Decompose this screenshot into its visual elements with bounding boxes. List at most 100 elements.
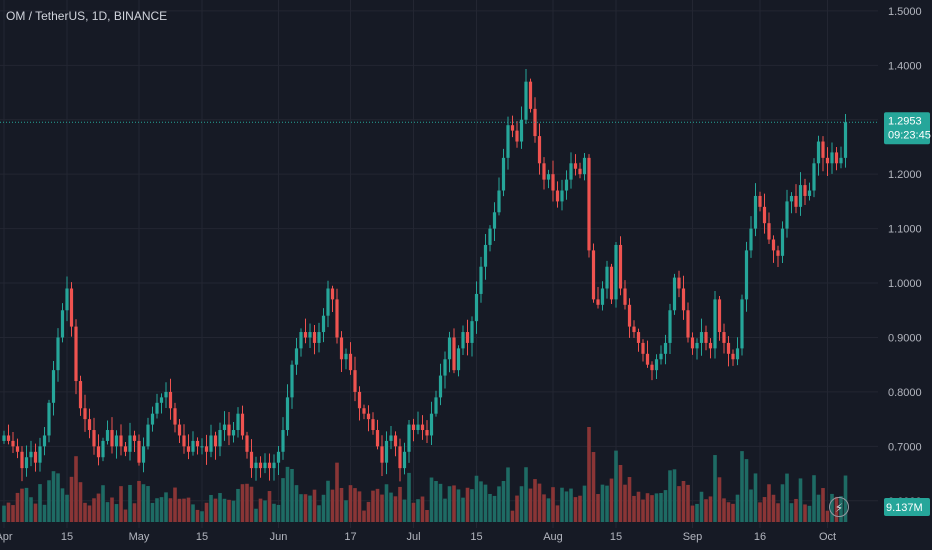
candle-body	[636, 332, 641, 343]
volume-bar	[24, 487, 29, 522]
volume-bar	[276, 504, 281, 522]
candle-body	[168, 391, 173, 409]
candle-body	[470, 321, 474, 343]
time-axis[interactable]: Apr 15 May 15 Jun 17 Jul 15 Aug 15 Sep 16 Oct	[0, 531, 836, 543]
time-tick-label: 15	[470, 531, 482, 543]
volume-bar	[51, 471, 56, 522]
candle-body	[177, 424, 182, 436]
candle-body	[155, 402, 159, 414]
last-price-label: 1.2953	[888, 115, 922, 127]
volume-bar	[677, 486, 681, 522]
candle-body	[393, 435, 398, 447]
volume-bar	[753, 473, 758, 522]
volume-bar	[546, 498, 551, 522]
candle-body	[510, 125, 515, 131]
candle-body	[843, 122, 848, 158]
price-tick-label: 1.5000	[888, 6, 922, 18]
candle-body	[438, 375, 443, 398]
volume-bar	[312, 489, 317, 522]
candle-body	[713, 299, 717, 349]
volume-bar	[803, 504, 807, 522]
volume-bar	[461, 497, 465, 522]
candle-body	[654, 359, 659, 371]
candle-body	[173, 408, 177, 425]
candle-body	[164, 391, 168, 398]
volume-bar	[110, 497, 114, 522]
volume-bar	[438, 483, 443, 522]
lightning-bolt-icon[interactable]: ⚡	[829, 497, 849, 517]
volume-bar	[42, 504, 47, 522]
candle-body	[389, 435, 393, 441]
candle-body	[195, 440, 200, 447]
candle-body	[600, 288, 605, 305]
candle-body	[506, 125, 510, 158]
candle-body	[321, 315, 326, 333]
candle-body	[731, 353, 735, 360]
volume-bar	[258, 498, 263, 522]
volume-bar	[825, 510, 830, 522]
candle-body	[812, 163, 816, 191]
candle-body	[335, 299, 339, 338]
volume-bar	[582, 485, 587, 522]
candle-body	[348, 353, 353, 371]
volume-bar	[749, 489, 753, 522]
candle-body	[83, 408, 87, 420]
volume-bar	[659, 493, 663, 522]
candle-body	[42, 435, 47, 447]
volume-bar	[209, 494, 213, 522]
candle-body	[591, 250, 596, 300]
volume-bar	[596, 494, 600, 522]
volume-bar	[119, 486, 123, 522]
candle-body	[708, 342, 713, 349]
volume-bar	[699, 491, 704, 522]
volume-bar	[168, 498, 173, 522]
candle-body	[501, 157, 506, 191]
volume-bar	[794, 498, 798, 522]
candle-body	[726, 342, 731, 354]
volume-bar	[609, 478, 614, 522]
volume-bar	[762, 497, 767, 522]
candle-body	[762, 206, 767, 224]
volume-bar	[506, 467, 510, 522]
candle-body	[213, 435, 218, 447]
candle-body	[794, 195, 798, 207]
volume-bar	[758, 502, 762, 522]
volume-bar	[74, 456, 78, 522]
candle-body	[582, 157, 587, 175]
candle-body	[294, 348, 299, 365]
candle-body	[96, 446, 101, 458]
candle-body	[132, 435, 137, 441]
volume-bar	[141, 484, 146, 522]
candle-body	[159, 397, 164, 403]
volume-bar	[668, 470, 672, 522]
candle-body	[227, 424, 231, 436]
volume-bar	[708, 496, 713, 522]
volume-bar	[231, 500, 236, 522]
volume-bar	[429, 477, 434, 522]
candle-body	[645, 353, 650, 365]
volume-bar	[299, 494, 303, 522]
volume-bar	[695, 503, 699, 522]
candle-body	[528, 81, 533, 109]
volume-bar	[65, 494, 69, 522]
volume-bar	[731, 503, 735, 522]
volume-bar	[60, 488, 65, 522]
candle-body	[209, 435, 213, 452]
candle-body	[101, 440, 105, 458]
candle-body	[281, 430, 285, 452]
candle-body	[695, 342, 699, 349]
volume-bar	[488, 493, 492, 522]
time-tick-label: 15	[61, 531, 73, 543]
volume-bar	[807, 505, 812, 522]
volume-bar	[389, 492, 393, 522]
volume-bar	[501, 481, 506, 522]
volume-bar	[290, 468, 294, 522]
candle-body	[38, 446, 42, 463]
volume-bar	[654, 493, 659, 522]
candle-body	[15, 446, 20, 452]
candle-body	[663, 342, 668, 354]
candle-body	[623, 288, 627, 305]
candle-body	[771, 239, 776, 251]
